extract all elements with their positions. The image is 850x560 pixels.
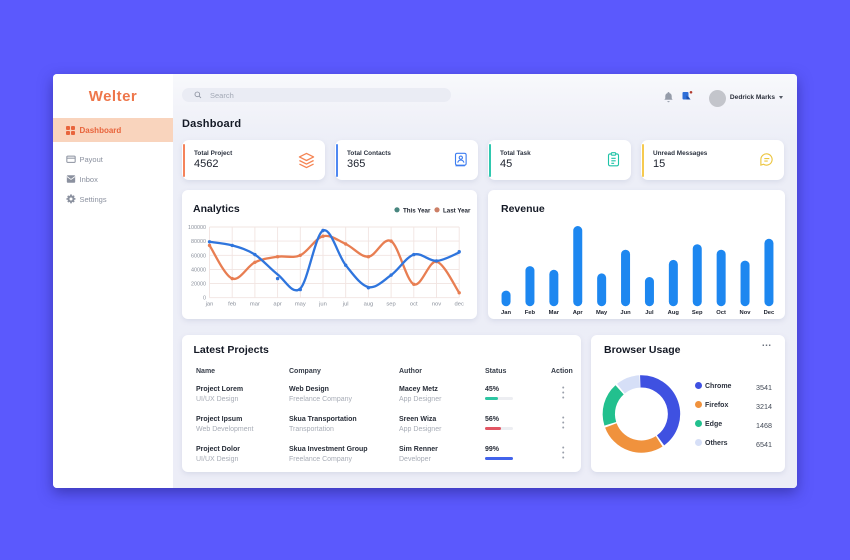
svg-text:Dec: Dec bbox=[764, 310, 775, 316]
svg-text:jun: jun bbox=[318, 302, 327, 308]
svg-text:Feb: Feb bbox=[525, 310, 536, 316]
svg-text:oct: oct bbox=[410, 302, 418, 308]
svg-text:80000: 80000 bbox=[191, 239, 206, 245]
svg-text:may: may bbox=[295, 302, 306, 308]
svg-text:40000: 40000 bbox=[191, 267, 206, 273]
svg-text:100000: 100000 bbox=[188, 225, 206, 231]
svg-text:Jul: Jul bbox=[645, 310, 654, 316]
svg-text:Jan: Jan bbox=[501, 310, 511, 316]
svg-text:aug: aug bbox=[364, 302, 374, 308]
svg-text:Jun: Jun bbox=[620, 310, 631, 316]
svg-text:jan: jan bbox=[205, 302, 214, 308]
svg-text:nov: nov bbox=[432, 302, 441, 308]
svg-text:feb: feb bbox=[228, 302, 236, 308]
svg-text:Aug: Aug bbox=[668, 310, 680, 316]
svg-text:apr: apr bbox=[273, 302, 281, 308]
svg-text:jul: jul bbox=[342, 302, 349, 308]
svg-text:0: 0 bbox=[203, 296, 206, 302]
svg-text:20000: 20000 bbox=[191, 282, 206, 288]
svg-text:May: May bbox=[596, 310, 608, 316]
svg-text:sep: sep bbox=[386, 302, 395, 308]
svg-text:60000: 60000 bbox=[191, 253, 206, 259]
svg-text:This Year: This Year bbox=[403, 207, 431, 214]
svg-text:Mar: Mar bbox=[549, 310, 560, 316]
svg-text:Apr: Apr bbox=[573, 310, 584, 316]
svg-text:mar: mar bbox=[250, 302, 260, 308]
svg-text:Nov: Nov bbox=[740, 310, 752, 316]
svg-text:Sep: Sep bbox=[692, 310, 703, 316]
svg-text:dec: dec bbox=[455, 302, 464, 308]
svg-text:Oct: Oct bbox=[716, 310, 726, 316]
svg-text:Last Year: Last Year bbox=[443, 207, 471, 214]
